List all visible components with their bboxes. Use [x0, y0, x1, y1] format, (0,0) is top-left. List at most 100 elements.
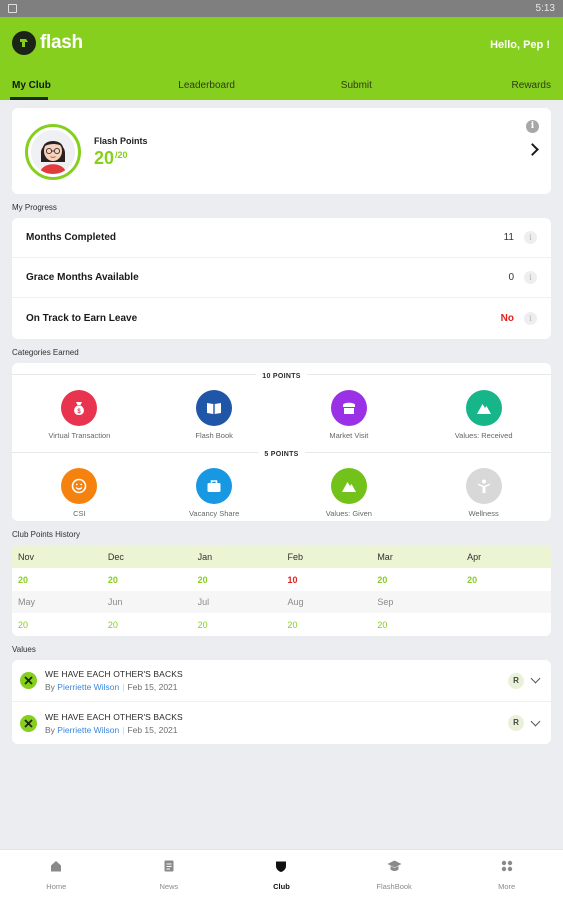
category-label: CSI: [73, 509, 86, 518]
points-max: /20: [115, 150, 128, 160]
month-cell: Apr: [467, 551, 482, 562]
notification-icon: [8, 4, 17, 13]
value-date: Feb 15, 2021: [127, 682, 178, 692]
news-icon: [162, 859, 176, 878]
author-link[interactable]: Pierriette Wilson: [57, 724, 120, 735]
status-bar: 5:13: [0, 0, 563, 17]
month-cell: Dec: [107, 551, 124, 562]
flash-points-label: Flash Points: [94, 136, 148, 146]
value-title: WE HAVE EACH OTHER'S BACKS: [45, 669, 183, 679]
nav-label: Home: [46, 882, 67, 891]
flash-points-value: 20/20: [94, 148, 128, 169]
value-meta: By Pierriette Wilson | Feb 15, 2021: [45, 682, 508, 692]
info-icon[interactable]: i: [524, 271, 537, 284]
tab-my-club[interactable]: My Club: [0, 74, 132, 100]
history-months-row: Nov Dec Jan Feb Mar Apr: [12, 545, 551, 568]
progress-value: No: [500, 312, 514, 324]
value-badge-icon: [20, 672, 37, 689]
tab-rewards[interactable]: Rewards: [511, 80, 551, 91]
tab-submit[interactable]: Submit: [340, 80, 372, 91]
value-text: WE HAVE EACH OTHER'S BACKS By Pierriette…: [45, 669, 508, 692]
month-cell: May: [18, 597, 36, 607]
category-csi[interactable]: CSI: [12, 459, 147, 521]
tab-leaderboard[interactable]: Leaderboard: [178, 80, 235, 91]
points-cell: 20: [197, 574, 208, 585]
points-cell: 20: [377, 619, 388, 630]
nav-club[interactable]: Club: [225, 850, 338, 900]
smiley-icon: [61, 468, 98, 504]
mountain-icon: [330, 468, 367, 504]
info-icon[interactable]: i: [524, 311, 537, 325]
nav-home[interactable]: Home: [0, 850, 113, 900]
category-label: Values: Received: [454, 431, 513, 440]
month-cell: Nov: [18, 551, 35, 562]
flash-points-card[interactable]: Flash Points 20/20 i: [12, 108, 551, 194]
category-market-visit[interactable]: Market Visit: [282, 381, 417, 443]
history-values-row: 20 20 20 10 20 20: [12, 568, 551, 591]
points-cell: 20: [377, 574, 388, 585]
shield-icon: [274, 859, 288, 878]
category-values-given[interactable]: Values: Given: [282, 459, 417, 521]
value-item[interactable]: WE HAVE EACH OTHER'S BACKS By Pierriette…: [12, 702, 551, 744]
value-badge-icon: [20, 714, 37, 732]
category-virtual-transaction[interactable]: $ Virtual Transaction: [12, 381, 147, 443]
value-text: WE HAVE EACH OTHER'S BACKS By Pierriette…: [45, 712, 508, 735]
progress-label: Grace Months Available: [26, 272, 139, 283]
value-title: WE HAVE EACH OTHER'S BACKS: [45, 711, 183, 722]
points-cell: 20: [18, 619, 29, 630]
progress-value: 0: [508, 272, 514, 283]
brand-name: flash: [40, 32, 83, 53]
month-cell: Jan: [197, 551, 213, 562]
author-link[interactable]: Pierriette Wilson: [57, 682, 120, 692]
category-label: Values: Given: [325, 509, 372, 518]
chevron-down-icon[interactable]: [530, 716, 541, 726]
category-flash-book[interactable]: Flash Book: [147, 381, 282, 443]
club-points-history-title: Club Points History: [12, 530, 81, 539]
points-cell: 20: [107, 619, 118, 630]
month-cell: Jul: [197, 597, 210, 607]
progress-row-months-completed: Months Completed 11 i: [12, 218, 551, 258]
value-date: Feb 15, 2021: [127, 724, 178, 735]
chevron-right-icon[interactable]: [526, 143, 539, 156]
tier-label: 5 POINTS: [258, 451, 305, 458]
value-item[interactable]: WE HAVE EACH OTHER'S BACKS By Pierriette…: [12, 660, 551, 702]
my-progress-title: My Progress: [12, 203, 57, 212]
category-values-received[interactable]: Values: Received: [416, 381, 551, 443]
category-wellness[interactable]: Wellness: [416, 459, 551, 521]
status-time: 5:13: [535, 3, 555, 14]
tier-divider: 10 POINTS: [12, 365, 551, 381]
brand-logo: flash: [12, 31, 83, 55]
nav-more[interactable]: More: [450, 850, 563, 900]
briefcase-icon: [196, 468, 233, 504]
nav-flashbook[interactable]: FlashBook: [338, 850, 451, 900]
progress-row-on-track: On Track to Earn Leave No i: [12, 298, 551, 338]
grid-icon: [500, 859, 514, 878]
points-cell: 20: [287, 619, 298, 630]
points-current: 20: [94, 148, 115, 168]
nav-label: More: [498, 882, 516, 891]
points-cell: 20: [467, 574, 478, 585]
nav-news[interactable]: News: [113, 850, 226, 900]
avatar: [31, 130, 75, 174]
meta-separator: |: [122, 682, 125, 692]
nav-label: FlashBook: [376, 882, 412, 891]
store-icon: [330, 390, 367, 426]
month-cell: Mar: [377, 551, 393, 562]
money-bag-icon: $: [61, 390, 98, 426]
points-cell: 20: [18, 574, 29, 585]
info-icon[interactable]: i: [524, 231, 537, 244]
received-badge: R: [508, 672, 524, 689]
progress-card: Months Completed 11 i Grace Months Avail…: [12, 218, 551, 339]
by-label: By: [45, 724, 55, 735]
month-cell: Jun: [107, 597, 123, 607]
chevron-down-icon[interactable]: [530, 673, 541, 684]
bottom-navigation: Home News Club FlashBook More: [0, 849, 563, 900]
category-vacancy-share[interactable]: Vacancy Share: [147, 459, 282, 521]
by-label: By: [45, 682, 55, 692]
month-cell: Aug: [287, 597, 304, 607]
progress-label: Months Completed: [26, 232, 116, 243]
month-cell: Feb: [287, 551, 303, 562]
info-icon[interactable]: i: [526, 120, 539, 133]
categories-card: 10 POINTS $ Virtual Transaction Flash Bo…: [12, 363, 551, 521]
home-icon: [49, 859, 63, 878]
